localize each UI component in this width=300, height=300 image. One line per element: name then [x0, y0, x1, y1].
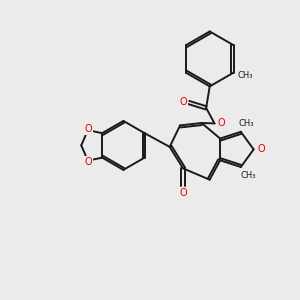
Text: O: O — [179, 97, 187, 107]
Text: O: O — [84, 124, 92, 134]
Text: CH₃: CH₃ — [241, 171, 256, 180]
Text: O: O — [217, 118, 225, 128]
Text: O: O — [84, 157, 92, 167]
Text: O: O — [257, 144, 265, 154]
Text: CH₃: CH₃ — [238, 119, 254, 128]
Text: CH₃: CH₃ — [237, 70, 253, 80]
Text: O: O — [179, 188, 187, 198]
